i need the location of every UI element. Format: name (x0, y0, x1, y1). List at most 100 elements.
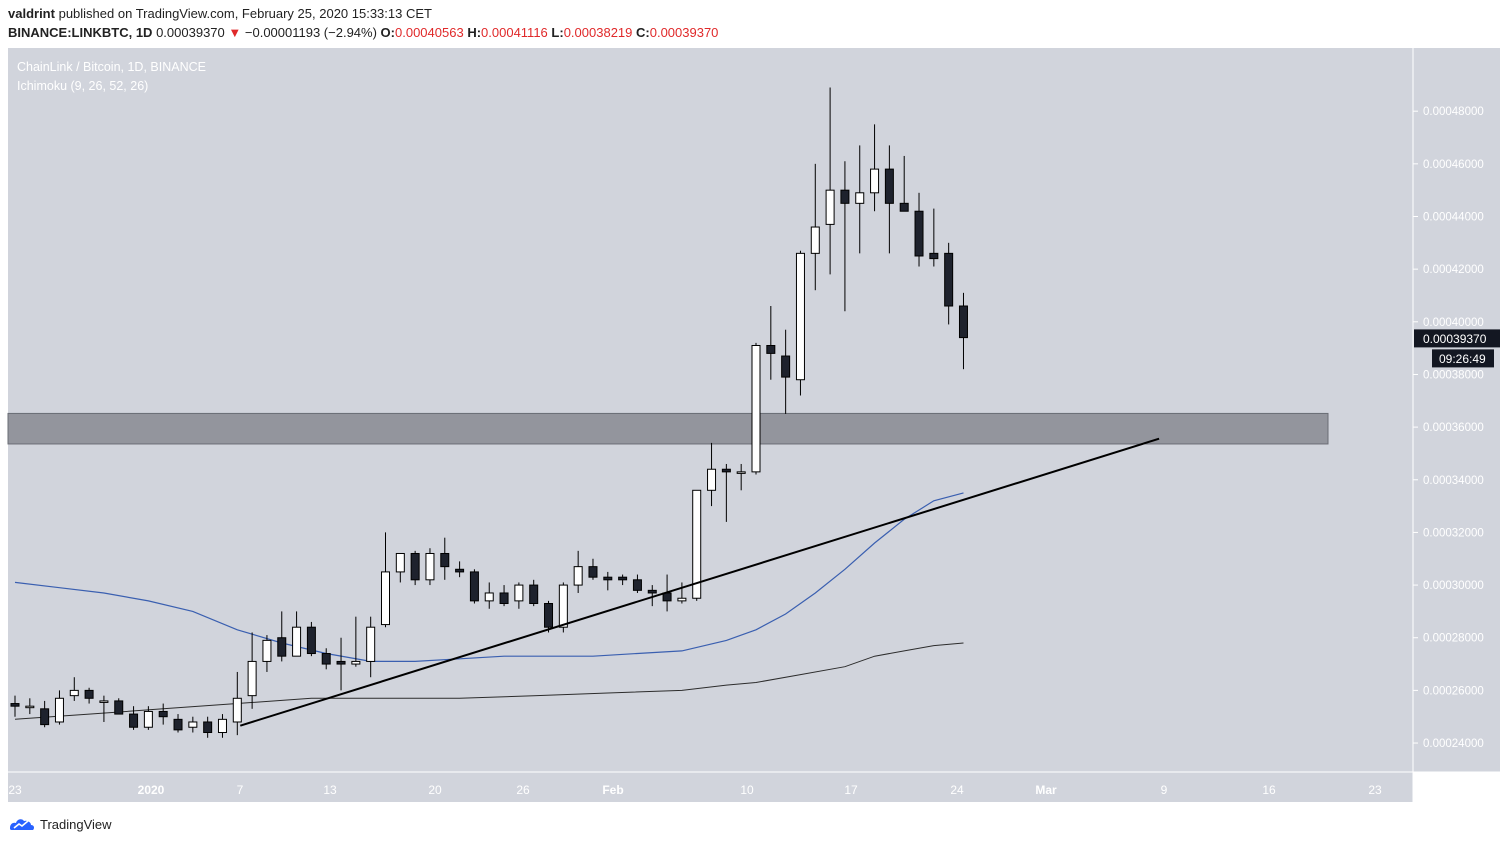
candle[interactable] (944, 242, 954, 325)
candle[interactable] (721, 463, 731, 522)
candle[interactable] (751, 342, 761, 475)
price-axis[interactable] (1413, 48, 1500, 772)
open-label: O: (380, 25, 395, 40)
candle[interactable] (958, 292, 968, 370)
candle[interactable] (840, 161, 850, 312)
candle[interactable] (914, 192, 924, 267)
candle[interactable] (321, 648, 331, 670)
candle[interactable] (781, 329, 791, 414)
y-tick-label: 0.00028000 (1423, 633, 1484, 645)
candle[interactable] (544, 600, 554, 633)
candle-body-down (84, 689, 94, 699)
candle[interactable] (306, 621, 316, 657)
y-tick-label: 0.00048000 (1423, 106, 1484, 118)
candle[interactable] (54, 690, 64, 725)
candle[interactable] (10, 695, 20, 717)
candle-body-up (395, 552, 405, 573)
candle[interactable] (736, 463, 746, 491)
candle[interactable] (810, 163, 820, 291)
y-tick-label: 0.00044000 (1423, 211, 1484, 223)
candle[interactable] (247, 632, 257, 709)
candle[interactable] (603, 571, 613, 591)
candle[interactable] (351, 616, 361, 667)
candle[interactable] (440, 537, 450, 580)
open-value: 0.00040563 (395, 25, 464, 40)
indicator-legend[interactable]: Ichimoku (9, 26, 52, 26) (17, 79, 149, 93)
candle[interactable] (25, 698, 35, 715)
time-axis[interactable] (8, 772, 1413, 802)
y-tick-label: 0.00036000 (1423, 422, 1484, 434)
candle-body-down (929, 252, 939, 260)
candle[interactable] (929, 208, 939, 267)
candle[interactable] (499, 585, 509, 607)
x-tick-label: Mar (1035, 783, 1057, 797)
candle-body-up (677, 597, 687, 602)
candle[interactable] (143, 706, 153, 730)
x-tick-label: Feb (602, 783, 623, 797)
candle-body-down (944, 252, 954, 307)
x-tick-label: 17 (844, 783, 858, 797)
candle[interactable] (158, 703, 168, 725)
support-zone[interactable] (7, 412, 1329, 445)
candle[interactable] (262, 635, 272, 672)
last-price-tag (1414, 329, 1500, 348)
candle[interactable] (173, 714, 183, 733)
candle[interactable] (217, 714, 227, 738)
candle[interactable] (825, 87, 835, 275)
candle[interactable] (366, 616, 376, 678)
candle[interactable] (425, 548, 435, 586)
candle[interactable] (381, 532, 390, 628)
candle[interactable] (514, 582, 524, 609)
candle[interactable] (69, 677, 79, 701)
candle[interactable] (899, 155, 909, 212)
candle[interactable] (529, 579, 539, 607)
ascending-trendline[interactable] (239, 437, 1160, 727)
plot-area[interactable] (8, 48, 1413, 772)
candle-body-down (781, 355, 791, 378)
candle[interactable] (766, 306, 776, 380)
candle[interactable] (455, 561, 465, 578)
candle[interactable] (99, 695, 109, 722)
candle[interactable] (677, 582, 687, 604)
x-tick-label: 23 (8, 783, 22, 797)
candle-body-up (69, 689, 79, 697)
candle[interactable] (292, 611, 302, 657)
candle[interactable] (647, 585, 657, 607)
candle[interactable] (410, 550, 420, 586)
author-name[interactable]: valdrint (8, 6, 55, 21)
candle[interactable] (114, 698, 124, 715)
candle-body-up (825, 189, 835, 225)
candle-body-down (158, 710, 168, 718)
candle[interactable] (40, 700, 50, 728)
ichimoku-gray-line[interactable] (14, 642, 964, 720)
candle[interactable] (707, 442, 717, 507)
countdown-tag (1432, 349, 1494, 368)
candle[interactable] (588, 558, 598, 580)
candle[interactable] (484, 582, 494, 609)
candle[interactable] (84, 687, 94, 704)
candle[interactable] (277, 611, 287, 662)
candle[interactable] (129, 706, 139, 730)
candle[interactable] (632, 574, 642, 593)
candle[interactable] (203, 716, 213, 738)
low-value: 0.00038219 (563, 25, 633, 40)
candle-body-up (573, 566, 583, 586)
candle[interactable] (855, 145, 865, 254)
candle-body-up (366, 626, 376, 662)
candle-body-down (647, 589, 657, 594)
candle[interactable] (232, 671, 242, 736)
candle[interactable] (884, 145, 894, 254)
candle-body-up (692, 489, 702, 599)
candle[interactable] (395, 552, 405, 583)
candle[interactable] (870, 124, 880, 212)
candle[interactable] (469, 569, 479, 604)
tradingview-brand[interactable]: TradingView (8, 814, 112, 834)
ichimoku-blue-line[interactable] (14, 492, 964, 663)
candle[interactable] (795, 250, 805, 396)
candle-body-down (40, 708, 50, 726)
candle[interactable] (336, 637, 346, 691)
candle[interactable] (573, 550, 583, 593)
candle[interactable] (618, 574, 628, 586)
candle[interactable] (188, 716, 198, 733)
